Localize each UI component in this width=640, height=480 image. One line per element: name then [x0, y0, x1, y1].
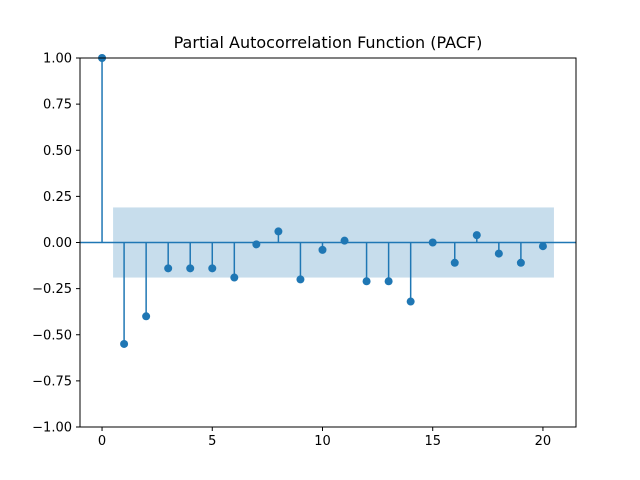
stem-marker-lag-3 [164, 264, 173, 273]
stem-marker-lag-15 [428, 238, 437, 247]
stem-marker-lag-9 [296, 275, 305, 284]
x-tick-label: 15 [424, 434, 441, 449]
stem-marker-lag-13 [384, 277, 393, 286]
y-tick-label: −0.25 [32, 282, 72, 297]
x-axis: 0 5 10 15 20 [98, 427, 551, 449]
x-tick-label: 5 [208, 434, 216, 449]
stem-marker-lag-6 [230, 273, 239, 282]
stem-marker-lag-5 [208, 264, 217, 273]
chart-title: Partial Autocorrelation Function (PACF) [174, 33, 483, 52]
y-axis: −1.00 −0.75 −0.50 −0.25 0.00 0.25 0.50 0.75 1.00 [32, 52, 80, 436]
y-tick-label: −1.00 [32, 421, 72, 436]
stem-marker-lag-4 [186, 264, 195, 273]
stem-marker-lag-7 [252, 240, 261, 249]
x-tick-label: 20 [535, 434, 552, 449]
y-tick-label: 0.25 [43, 190, 72, 205]
stem-marker-lag-12 [362, 277, 371, 286]
y-tick-label: −0.50 [32, 328, 72, 343]
y-tick-label: −0.75 [32, 374, 72, 389]
y-tick-label: 0.50 [43, 144, 72, 159]
stem-marker-lag-1 [120, 339, 129, 348]
y-tick-label: 1.00 [43, 52, 72, 67]
stem-marker-lag-19 [516, 258, 525, 267]
stem-marker-lag-17 [472, 231, 481, 240]
y-tick-label: 0.75 [43, 98, 72, 113]
stem-marker-lag-2 [142, 312, 151, 321]
stem-marker-lag-20 [538, 242, 547, 251]
y-tick-label: 0.00 [43, 236, 72, 251]
stem-marker-lag-14 [406, 297, 415, 306]
x-tick-label: 10 [314, 434, 331, 449]
stem-marker-lag-16 [450, 258, 459, 267]
stem-marker-lag-8 [274, 227, 283, 236]
x-tick-label: 0 [98, 434, 106, 449]
stem-marker-lag-11 [340, 236, 349, 245]
plot-area [80, 54, 576, 348]
stem-marker-lag-18 [494, 249, 503, 258]
stem-marker-lag-10 [318, 245, 327, 254]
